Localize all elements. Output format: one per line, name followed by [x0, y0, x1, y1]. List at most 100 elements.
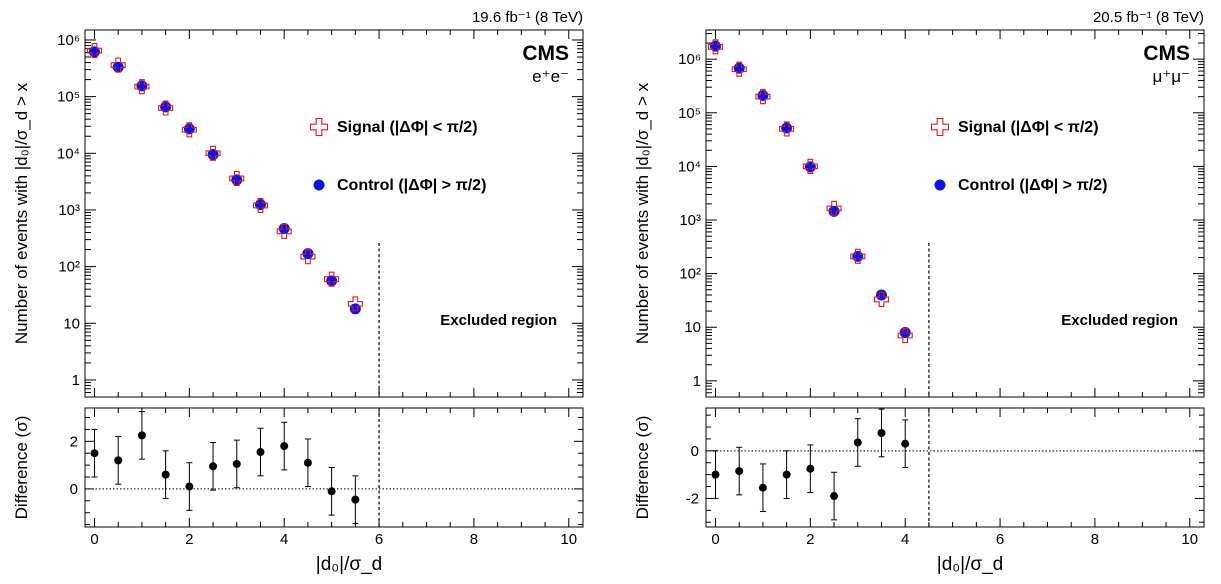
- x-tick-label: 2: [185, 531, 193, 548]
- signal-point: [252, 197, 269, 214]
- x-axis-title: |d₀|/σ_d: [316, 554, 382, 575]
- x-tick-label: 8: [1091, 531, 1099, 548]
- control-point: [709, 40, 721, 52]
- legend-signal-label: Signal (|ΔΦ| < π/2): [958, 119, 1099, 136]
- legend-control-label: Control (|ΔΦ| > π/2): [337, 177, 486, 194]
- signal-point: [850, 248, 866, 264]
- signal-point: [229, 170, 245, 186]
- signal-point: [205, 145, 221, 161]
- experiment-label: CMS: [1143, 42, 1190, 65]
- y-tick-label: 10⁶: [678, 51, 701, 68]
- x-tick-label: 8: [470, 531, 478, 548]
- chart-panel-2: 0 2 4 6 8 10 1 10 10² 10³ 10⁴ 10⁵ 10⁶ -2 0 Excluded reg…: [633, 9, 1205, 575]
- experiment-label: CMS: [522, 42, 569, 65]
- ratio-y-axis-title: Difference (σ): [12, 416, 31, 520]
- signal-point: [300, 249, 316, 265]
- y-tick-label: 10²: [679, 266, 701, 283]
- difference-point: [758, 483, 767, 492]
- difference-point: [782, 470, 791, 479]
- difference-point: [185, 482, 194, 491]
- legend-control-marker: [934, 179, 946, 191]
- legend-control-label: Control (|ΔΦ| > π/2): [958, 177, 1107, 194]
- luminosity-label: 19.6 fb⁻¹ (8 TeV): [472, 9, 583, 26]
- difference-point: [901, 439, 910, 448]
- difference-point: [735, 467, 744, 476]
- excluded-region-label: Excluded region: [1061, 312, 1178, 329]
- y-tick-label: 10³: [679, 212, 701, 229]
- channel-label: e⁺e⁻: [532, 67, 569, 86]
- signal-point: [324, 271, 340, 287]
- luminosity-label: 20.5 fb⁻¹ (8 TeV): [1093, 9, 1204, 26]
- difference-point: [256, 448, 265, 457]
- x-axis-title: |d₀|/σ_d: [937, 554, 1003, 575]
- signal-point: [873, 291, 890, 307]
- control-point: [183, 123, 195, 135]
- y-tick-label: 10⁶: [57, 32, 80, 49]
- difference-point: [853, 438, 862, 447]
- control-point: [852, 250, 864, 262]
- signal-point: [158, 100, 174, 116]
- control-point: [136, 80, 148, 92]
- ratio-y-tick-label: -2: [686, 490, 699, 507]
- x-tick-label: 10: [560, 531, 577, 548]
- y-tick-label: 1: [693, 373, 701, 390]
- difference-point: [280, 442, 289, 451]
- x-tick-label: 0: [711, 531, 719, 548]
- difference-point: [232, 459, 241, 468]
- signal-point: [802, 158, 818, 174]
- difference-point: [114, 456, 123, 465]
- legend-signal-marker: [930, 117, 950, 137]
- y-tick-label: 10⁵: [57, 89, 80, 106]
- ratio-y-tick-label: 0: [70, 481, 78, 498]
- signal-point: [779, 121, 795, 137]
- difference-point: [303, 458, 312, 467]
- ratio-y-tick-label: 2: [70, 433, 78, 450]
- y-tick-label: 10³: [58, 202, 80, 219]
- x-tick-label: 4: [901, 531, 909, 548]
- difference-point: [711, 470, 720, 479]
- legend-signal-marker: [309, 117, 329, 137]
- difference-point: [161, 470, 170, 479]
- excluded-region-label: Excluded region: [440, 312, 557, 329]
- difference-point: [90, 449, 99, 458]
- ratio-y-axis-title: Difference (σ): [633, 416, 652, 520]
- signal-point: [731, 61, 747, 77]
- legend-control-marker: [313, 179, 325, 191]
- difference-point: [351, 495, 360, 504]
- y-axis-title: Number of events with |d₀|/σ_d > x: [633, 82, 652, 344]
- y-tick-label: 10²: [58, 259, 80, 276]
- y-tick-label: 10⁴: [57, 145, 80, 162]
- chart-panel-1: 0 2 4 6 8 10 1 10 10² 10³ 10⁴ 10⁵ 10⁶ 0 2 Excluded regi…: [12, 9, 584, 575]
- signal-point: [707, 39, 724, 55]
- ratio-plot-frame: [84, 407, 584, 528]
- main-plot-frame: [705, 29, 1205, 398]
- y-tick-label: 1: [72, 372, 80, 389]
- control-point: [349, 303, 361, 315]
- ratio-plot-frame: [705, 407, 1205, 528]
- legend-signal-label: Signal (|ΔΦ| < π/2): [337, 119, 478, 136]
- signal-point: [276, 223, 292, 239]
- difference-point: [830, 492, 839, 501]
- main-plot-frame: [84, 29, 584, 398]
- signal-point: [347, 296, 363, 312]
- x-tick-label: 4: [280, 531, 288, 548]
- signal-point: [755, 89, 771, 105]
- difference-point: [209, 462, 218, 471]
- difference-point: [137, 431, 146, 440]
- x-tick-label: 6: [996, 531, 1004, 548]
- ratio-y-tick-label: 0: [691, 443, 699, 460]
- y-tick-label: 10: [684, 319, 701, 336]
- x-tick-label: 0: [90, 531, 98, 548]
- signal-point: [826, 200, 842, 216]
- difference-point: [806, 464, 815, 473]
- signal-point: [110, 57, 126, 73]
- y-tick-label: 10⁴: [678, 158, 701, 175]
- y-axis-title: Number of events with |d₀|/σ_d > x: [12, 82, 31, 344]
- y-tick-label: 10: [63, 315, 80, 332]
- channel-label: μ⁺μ⁻: [1152, 67, 1190, 86]
- control-point: [781, 122, 793, 134]
- x-tick-label: 2: [806, 531, 814, 548]
- control-point: [804, 161, 816, 173]
- x-tick-label: 10: [1181, 531, 1198, 548]
